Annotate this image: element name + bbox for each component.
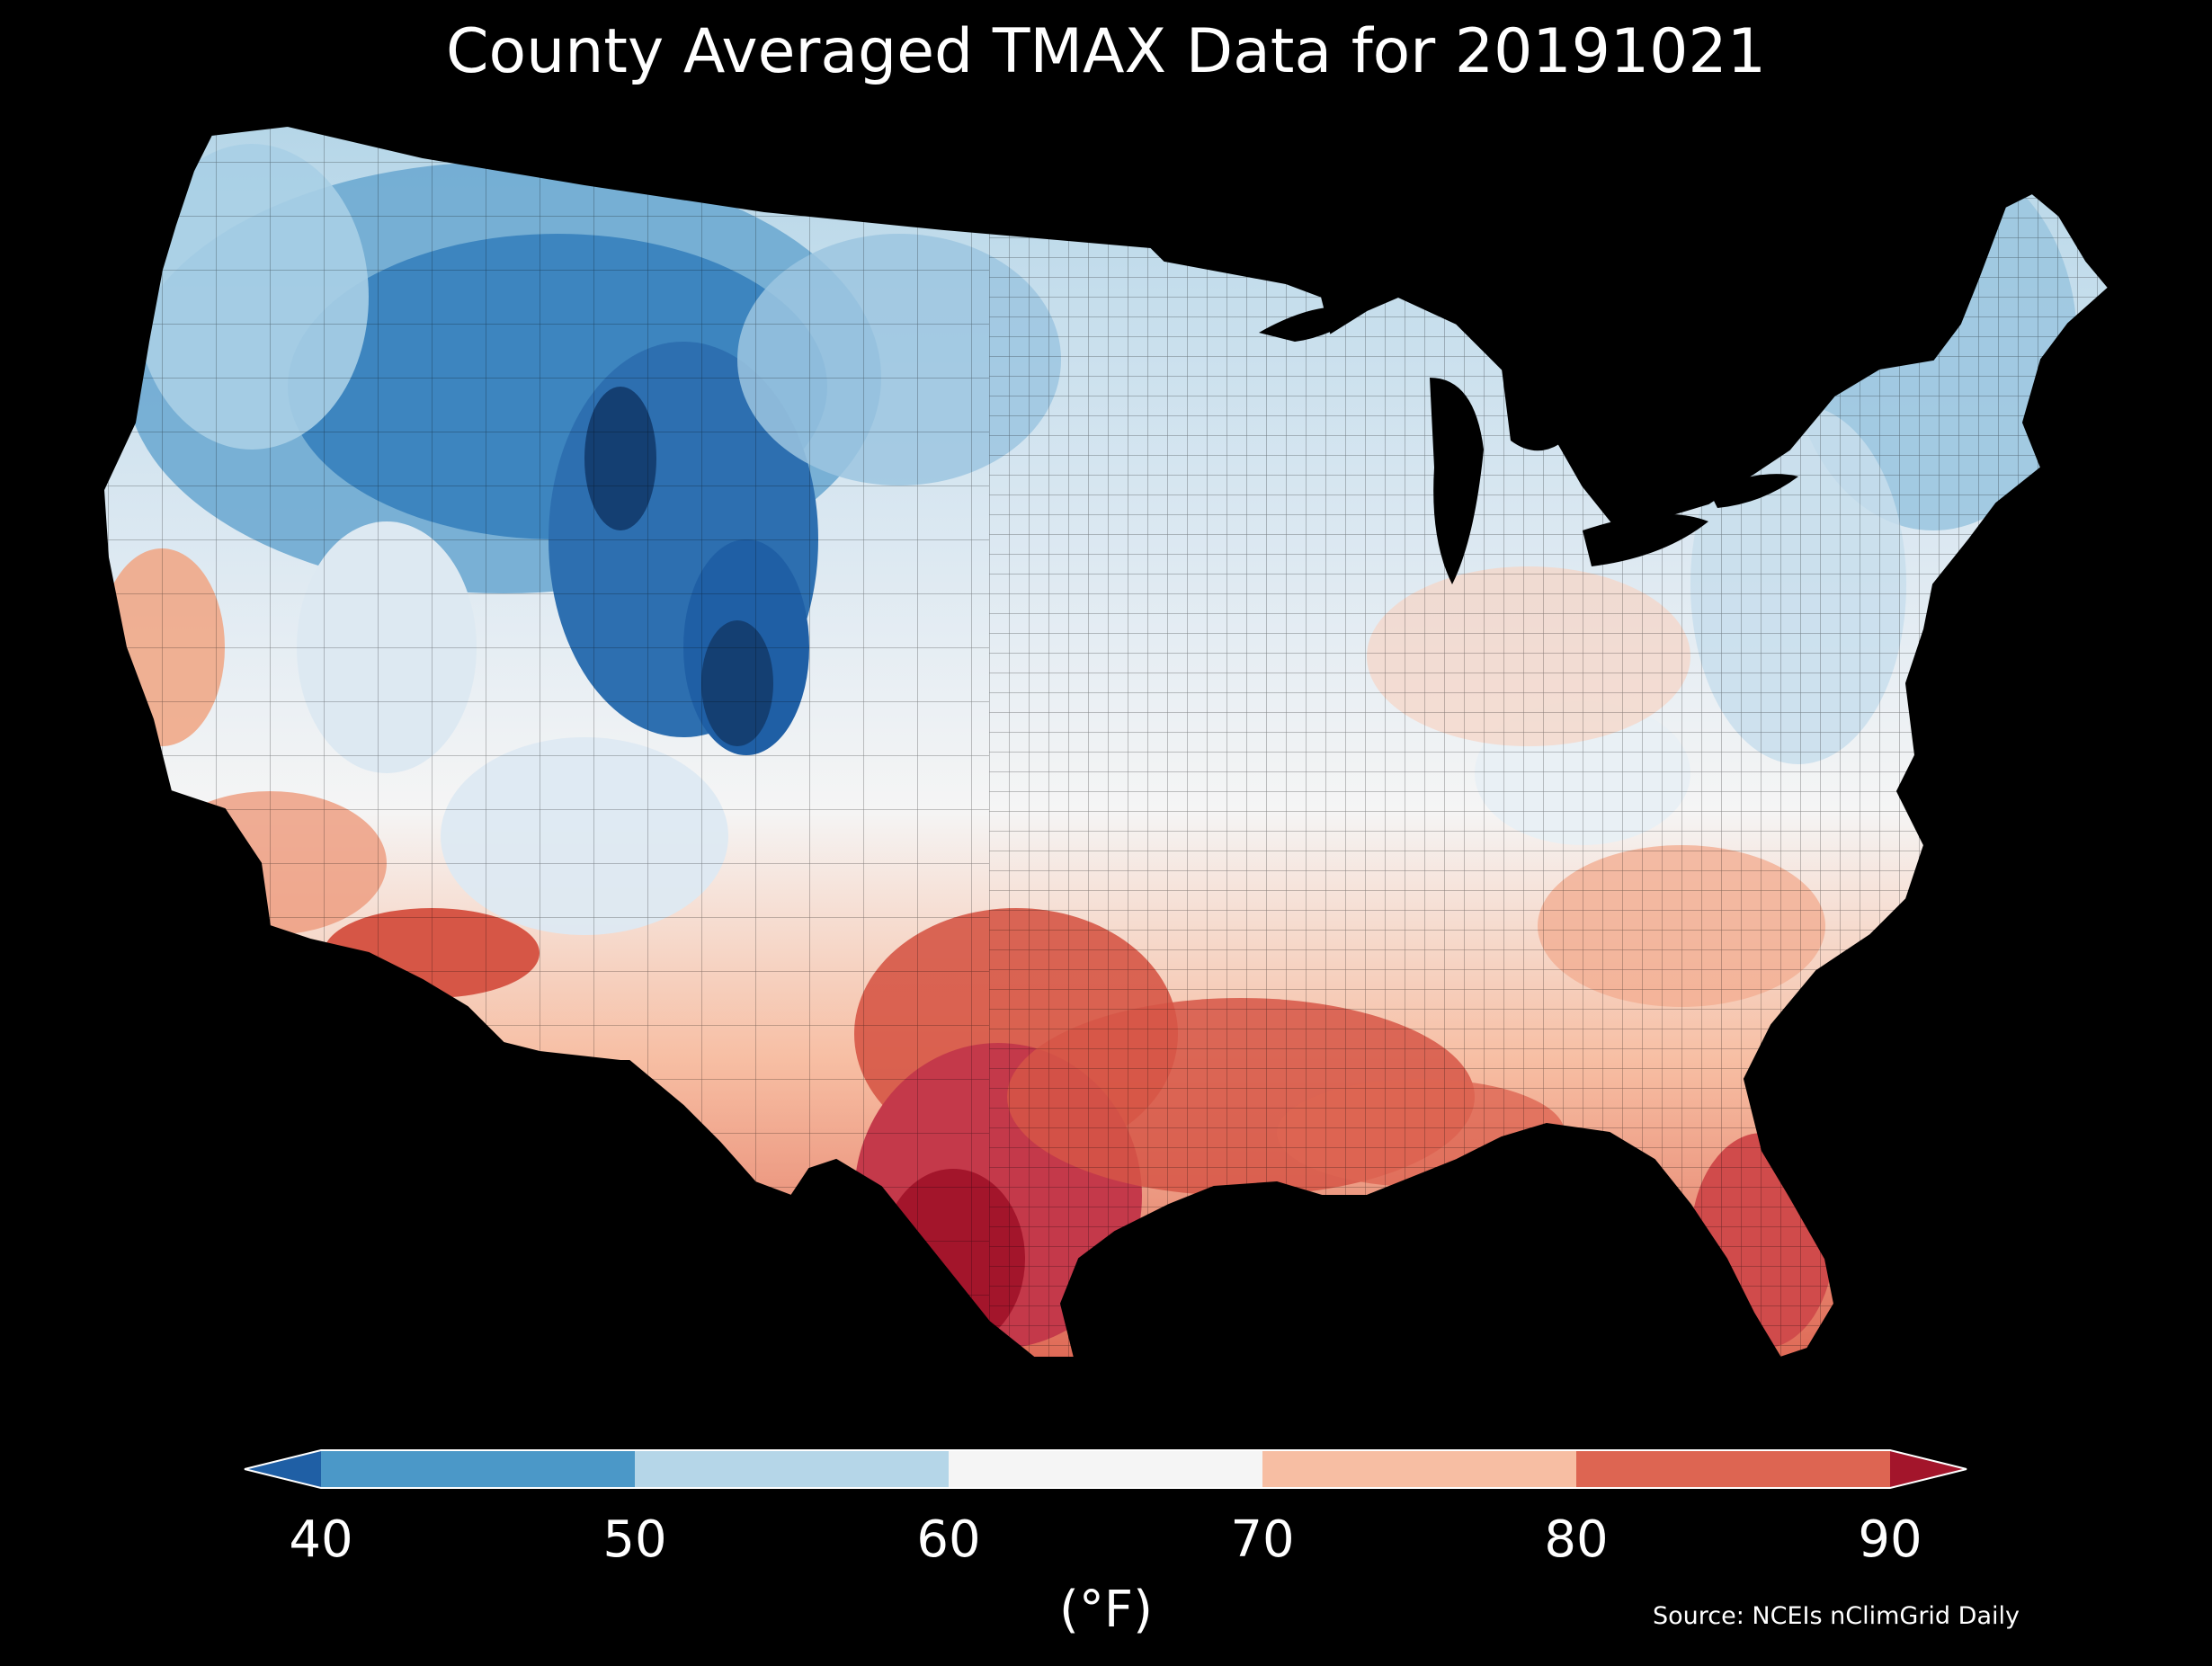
colorbar-bin [245,1450,321,1488]
colorbar-tick-80: 80 [1544,1510,1609,1569]
colorbar-bin [635,1450,949,1488]
colorbar-bin [1576,1450,1890,1488]
colorbar-outline [244,1449,1967,1489]
colorbar-tick-70: 70 [1230,1510,1295,1569]
colorbar-tick-50: 50 [602,1510,667,1569]
colorbar-tick-90: 90 [1858,1510,1922,1569]
map-title: County Averaged TMAX Data for 20191021 [446,16,1766,87]
colorbar-bin [321,1450,635,1488]
colorbar-bin [949,1450,1262,1488]
great-lakes [1259,306,1798,584]
colorbar-tick-40: 40 [289,1510,353,1569]
source-credit: Source: NCEIs nClimGrid Daily [1653,1602,2020,1630]
colorbar-unit-label: (°F) [1059,1581,1153,1639]
colorbar-bin [1890,1450,1967,1488]
colorbar-tick-60: 60 [916,1510,981,1569]
colorbar-bin [1262,1450,1576,1488]
